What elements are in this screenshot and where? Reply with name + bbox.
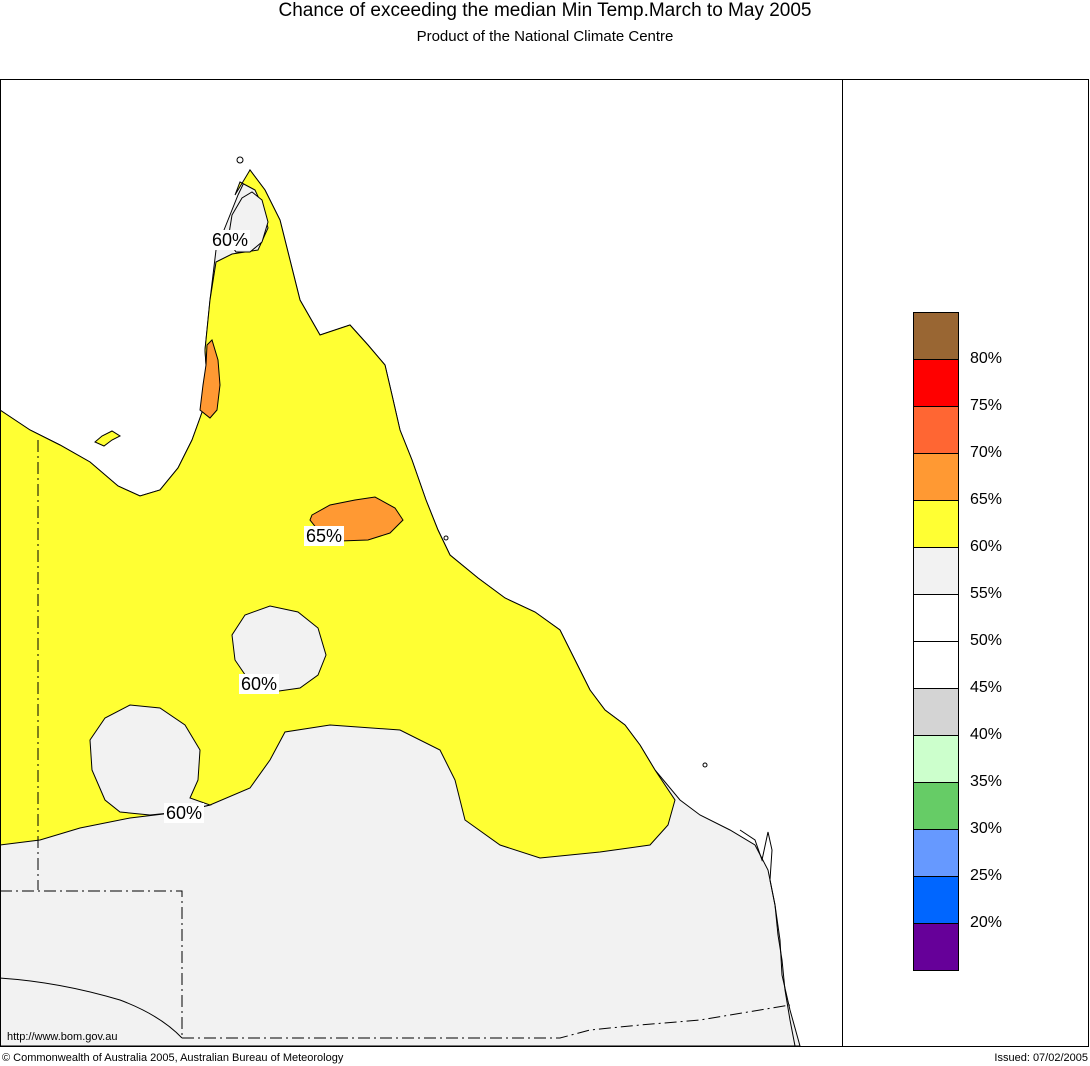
legend-swatch: [913, 312, 959, 359]
legend-tick-label: 45%: [970, 679, 1003, 696]
label-south-60: 60%: [164, 803, 205, 823]
legend-swatch: [913, 594, 959, 641]
legend-tick-label: 30%: [970, 820, 1003, 837]
label-mid-60: 60%: [239, 674, 280, 694]
border-sa-qld: [1, 890, 183, 1038]
legend-swatch: [913, 782, 959, 829]
legend-tick-label: 50%: [970, 632, 1003, 649]
source-url: http://www.bom.gov.au: [7, 1031, 118, 1043]
legend-swatch: [913, 923, 959, 971]
legend-swatch: [913, 641, 959, 688]
legend-tick-label: 35%: [970, 773, 1003, 790]
legend-tick-label: 60%: [970, 538, 1003, 555]
legend-swatch: [913, 829, 959, 876]
region-orange-west: [199, 339, 221, 419]
issued-date: Issued: 07/02/2005: [994, 1052, 1088, 1064]
legend-swatch: [913, 735, 959, 782]
south-curve: [1, 977, 183, 1039]
legend-colorbar: [913, 312, 959, 971]
label-north-60: 60%: [210, 230, 251, 250]
map-subtitle: Product of the National Climate Centre: [416, 28, 674, 45]
map-canvas: [1, 156, 801, 1046]
legend-tick-label: 40%: [970, 726, 1003, 743]
legend-swatch: [913, 876, 959, 923]
island-north: [236, 156, 244, 164]
island-east-2: [443, 535, 449, 541]
southeast-coastline: [739, 829, 796, 1046]
legend-tick-label: 20%: [970, 914, 1003, 931]
legend-tick-label: 70%: [970, 444, 1003, 461]
island-east-1: [702, 762, 708, 768]
legend-swatch: [913, 500, 959, 547]
label-center-65: 65%: [304, 526, 345, 546]
gulf-island: [94, 430, 122, 447]
legend-swatch: [913, 453, 959, 500]
map-title: Chance of exceeding the median Min Temp.…: [278, 0, 812, 21]
legend-tick-label: 75%: [970, 397, 1003, 414]
legend-tick-label: 25%: [970, 867, 1003, 884]
legend-swatch: [913, 547, 959, 594]
legend-tick-label: 80%: [970, 350, 1003, 367]
border-nsw-qld: [182, 1004, 791, 1039]
legend-tick-label: 65%: [970, 491, 1003, 508]
legend-tick-label: 55%: [970, 585, 1003, 602]
map-frame: [0, 79, 1089, 1047]
legend-swatch: [913, 688, 959, 735]
legend-swatch: [913, 406, 959, 453]
legend-swatch: [913, 359, 959, 406]
copyright-text: © Commonwealth of Australia 2005, Austra…: [2, 1052, 344, 1064]
region-grey-southwest: [89, 704, 212, 816]
legend-divider: [842, 79, 843, 1047]
